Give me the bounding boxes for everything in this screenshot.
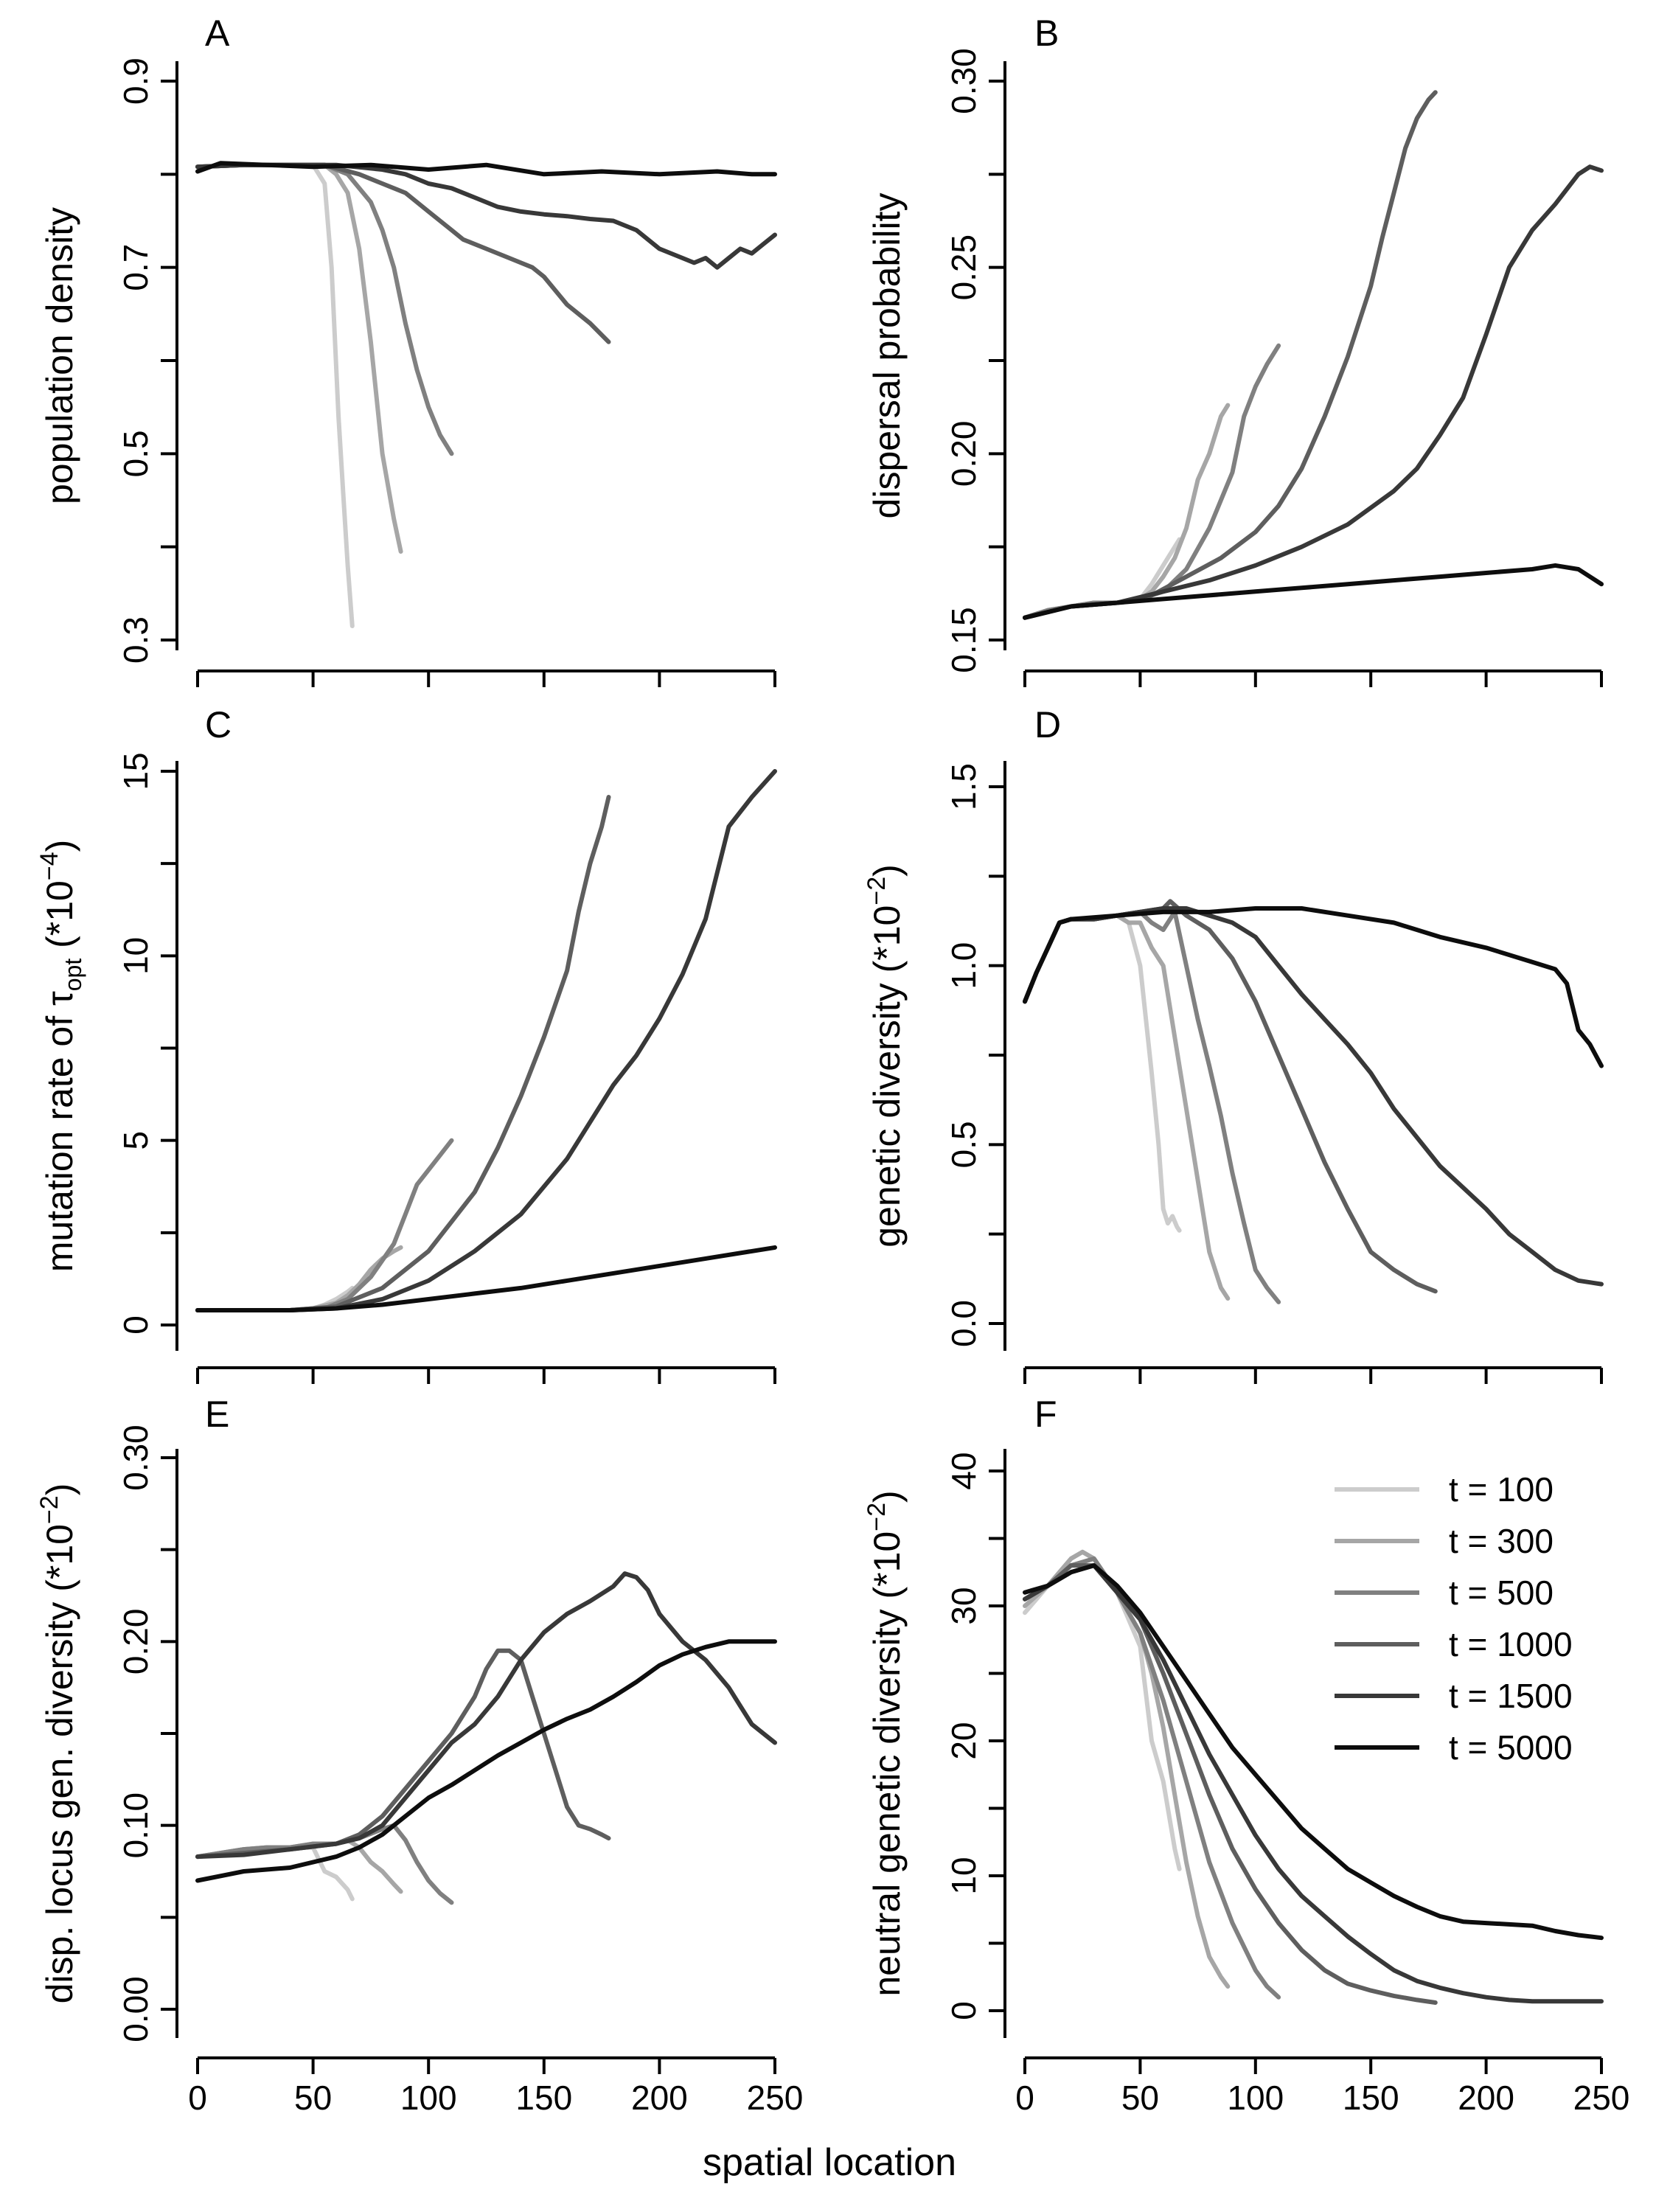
- panel-a-series-t100: [195, 162, 355, 628]
- panel-b-series-t1000: [1023, 90, 1438, 620]
- panel-f-label: F: [1034, 1394, 1057, 1435]
- panel-b: B 0.15 0.20 0.25 0.30 dispersal probability: [866, 13, 1604, 687]
- panel-e-series-t1000: [195, 1648, 611, 1860]
- panel-f-series-t300: [1023, 1549, 1231, 1989]
- panel-d-y-tick-label: 0.0: [944, 1300, 983, 1347]
- panel-c-y-tick-label: 0: [116, 1315, 155, 1335]
- panel-b-y-tick-label: 0.30: [944, 48, 983, 114]
- panel-b-y-axis-label: dispersal probability: [866, 193, 908, 519]
- panel-f-x-tick-label: 100: [1227, 2079, 1284, 2117]
- panel-c-y-tick-label: 5: [116, 1131, 155, 1150]
- legend-label-t1500: t = 1500: [1449, 1677, 1573, 1715]
- panel-e-y-tick-label: 0.00: [116, 1976, 155, 2042]
- panel-e-series-t1500: [195, 1571, 777, 1860]
- panel-f-series-t1000: [1023, 1563, 1438, 2005]
- panel-f: F 0 10 20 30 40 0 50 100 150 200 250 neutral genetic…: [863, 1394, 1629, 2117]
- panel-e-x-tick-label: 100: [400, 2079, 457, 2117]
- panel-a-y-tick-label: 0.3: [116, 616, 155, 664]
- panel-d-y-tick-label: 1.5: [944, 763, 983, 810]
- panel-f-x-tick-label: 0: [1015, 2079, 1034, 2117]
- panel-c-series-t5000: [195, 1245, 777, 1312]
- panel-d-y-tick-label: 1.0: [944, 942, 983, 990]
- panel-b-y-tick-label: 0.15: [944, 607, 983, 673]
- panel-a-y-axis-label: population density: [39, 207, 80, 504]
- panel-a-y-tick-label: 0.7: [116, 244, 155, 291]
- panel-d: D 0.0 0.5 1.0 1.5 genetic diversity (*10−2): [863, 704, 1604, 1384]
- panel-e-series-t5000: [195, 1639, 777, 1883]
- panel-e-x-tick-label: 200: [631, 2079, 688, 2117]
- panel-a-label: A: [205, 13, 230, 54]
- panel-d-series-t300: [1023, 913, 1231, 1301]
- panel-b-series-t1500: [1023, 164, 1604, 620]
- panel-e-x-tick-label: 0: [188, 2079, 207, 2117]
- panel-e: E 0.00 0.10 0.20 0.30 0 50 100 150 200 250 disp. lo…: [35, 1394, 803, 2117]
- panel-e-y-tick-label: 0.10: [116, 1792, 155, 1859]
- panel-b-series-t5000: [1023, 563, 1604, 620]
- panel-f-series-t500: [1023, 1556, 1281, 2000]
- panel-b-label: B: [1034, 13, 1059, 54]
- panel-a-y-tick-label: 0.5: [116, 430, 155, 477]
- legend-label-t500: t = 500: [1449, 1573, 1554, 1612]
- panel-d-y-axis-label: genetic diversity (*10−2): [863, 864, 908, 1248]
- panel-c-series-t1500: [195, 769, 777, 1312]
- panel-d-series-t1500: [1023, 906, 1604, 1287]
- panel-b-series-t500: [1023, 343, 1281, 620]
- figure-x-axis-label: spatial location: [703, 2141, 956, 2184]
- panel-e-x-tick-label: 50: [294, 2079, 332, 2117]
- panel-a-y-tick-label: 0.9: [116, 58, 155, 105]
- panel-f-x-tick-label: 250: [1573, 2079, 1630, 2117]
- panel-d-y-tick-label: 0.5: [944, 1121, 983, 1168]
- panel-f-series-t100: [1023, 1549, 1182, 1871]
- legend-label-t300: t = 300: [1449, 1522, 1554, 1560]
- panel-b-y-tick-label: 0.25: [944, 234, 983, 301]
- panel-f-y-tick-label: 0: [944, 2001, 983, 2020]
- panel-c-y-axis-label: mutation rate of τopt (*10−4): [35, 840, 86, 1273]
- panel-e-x-tick-label: 250: [747, 2079, 804, 2117]
- legend: t = 100 t = 300 t = 500 t = 1000 t = 1500 t =…: [1335, 1470, 1573, 1767]
- panel-f-y-axis-label: neutral genetic diversity (*10−2): [863, 1490, 908, 1996]
- panel-c-series-t1000: [195, 795, 611, 1312]
- panel-c-label: C: [205, 704, 232, 745]
- panel-e-y-tick-label: 0.30: [116, 1425, 155, 1491]
- panel-f-x-tick-label: 200: [1458, 2079, 1514, 2117]
- panel-f-y-tick-label: 30: [944, 1587, 983, 1624]
- panel-e-x-tick-label: 150: [515, 2079, 572, 2117]
- panel-e-y-axis-label: disp. locus gen. diversity (*10−2): [35, 1484, 80, 2004]
- panel-f-series-t1500: [1023, 1563, 1604, 2004]
- panel-a: A 0.3 0.5 0.7 0.9 population density: [39, 13, 777, 687]
- panel-e-label: E: [205, 1394, 229, 1435]
- panel-e-series-t500: [195, 1823, 454, 1905]
- panel-a-series-t5000: [195, 161, 777, 177]
- panel-b-y-tick-label: 0.20: [944, 421, 983, 487]
- panel-f-series-t5000: [1023, 1563, 1604, 1941]
- legend-label-t100: t = 100: [1449, 1470, 1554, 1509]
- panel-e-y-tick-label: 0.20: [116, 1609, 155, 1675]
- panel-d-series-t1000: [1023, 899, 1438, 1294]
- panel-b-series-t300: [1023, 403, 1231, 620]
- panel-c-y-tick-label: 15: [116, 752, 155, 790]
- panel-c: C 0 5 10 15 mutation rate of τopt (*10−4): [35, 704, 777, 1384]
- panel-c-y-tick-label: 10: [116, 937, 155, 975]
- legend-label-t5000: t = 5000: [1449, 1728, 1573, 1767]
- panel-d-label: D: [1034, 704, 1061, 745]
- panel-f-x-tick-label: 50: [1121, 2079, 1159, 2117]
- panel-a-series-t1500: [195, 162, 777, 270]
- panel-f-x-tick-label: 150: [1343, 2079, 1399, 2117]
- legend-label-t1000: t = 1000: [1449, 1625, 1573, 1663]
- panel-f-y-tick-label: 20: [944, 1722, 983, 1759]
- panel-f-y-tick-label: 10: [944, 1857, 983, 1894]
- panel-a-series-t300: [195, 162, 403, 554]
- panel-d-series-t100: [1023, 913, 1182, 1233]
- panel-f-y-tick-label: 40: [944, 1452, 983, 1489]
- panel-d-series-t5000: [1023, 906, 1604, 1068]
